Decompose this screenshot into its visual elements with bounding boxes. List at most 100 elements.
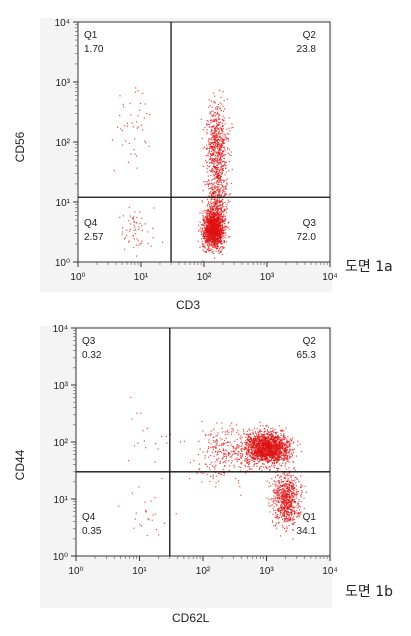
event-point bbox=[215, 237, 217, 239]
event-point bbox=[217, 224, 220, 226]
event-point bbox=[287, 519, 289, 521]
event-point bbox=[283, 515, 285, 517]
event-point bbox=[263, 452, 265, 454]
event-point bbox=[258, 440, 260, 442]
event-point bbox=[255, 440, 257, 442]
event-point bbox=[282, 447, 285, 449]
event-point bbox=[206, 220, 208, 222]
event-point bbox=[224, 237, 226, 239]
event-point bbox=[204, 223, 206, 225]
event-point bbox=[152, 227, 154, 229]
event-point bbox=[228, 228, 230, 230]
event-point bbox=[266, 441, 268, 444]
event-point bbox=[211, 147, 213, 149]
event-point bbox=[279, 480, 281, 482]
x-tick-label: 10⁴ bbox=[322, 272, 337, 283]
event-point bbox=[203, 237, 205, 239]
event-point bbox=[224, 108, 226, 110]
event-point bbox=[206, 233, 208, 235]
event-point bbox=[218, 173, 220, 175]
event-point bbox=[282, 501, 284, 503]
event-point bbox=[211, 238, 213, 240]
event-point bbox=[208, 235, 211, 237]
event-point bbox=[208, 214, 210, 216]
event-point bbox=[207, 227, 209, 229]
event-point bbox=[250, 446, 252, 448]
event-point bbox=[261, 434, 263, 436]
event-point bbox=[263, 446, 265, 448]
event-point bbox=[208, 238, 210, 241]
event-point bbox=[250, 456, 252, 458]
event-point bbox=[275, 452, 277, 454]
event-point bbox=[292, 437, 294, 439]
event-point bbox=[210, 224, 212, 226]
event-point bbox=[209, 213, 211, 215]
event-point bbox=[217, 116, 220, 118]
event-point bbox=[209, 207, 211, 210]
event-point bbox=[211, 162, 213, 164]
event-point bbox=[215, 144, 217, 146]
event-point bbox=[275, 491, 277, 494]
event-point bbox=[219, 114, 221, 116]
event-point bbox=[254, 454, 256, 457]
event-point bbox=[236, 459, 238, 461]
event-point bbox=[216, 226, 218, 228]
event-point bbox=[219, 122, 221, 124]
event-point bbox=[214, 239, 216, 241]
event-point bbox=[220, 218, 222, 220]
event-point bbox=[211, 154, 213, 156]
event-point bbox=[222, 186, 225, 188]
event-point bbox=[277, 434, 279, 436]
event-point bbox=[272, 435, 274, 438]
event-point bbox=[250, 448, 252, 450]
event-point bbox=[283, 435, 285, 437]
event-point bbox=[221, 194, 223, 196]
event-point bbox=[291, 494, 293, 496]
event-point bbox=[211, 237, 213, 239]
event-point bbox=[282, 481, 284, 483]
event-point bbox=[129, 102, 131, 105]
event-point bbox=[214, 245, 216, 247]
event-point bbox=[281, 485, 284, 487]
event-point bbox=[216, 218, 218, 220]
event-point bbox=[216, 212, 218, 214]
event-point bbox=[287, 489, 289, 491]
event-point bbox=[224, 135, 226, 137]
event-point bbox=[263, 434, 265, 436]
event-point bbox=[289, 445, 291, 447]
event-point bbox=[200, 230, 202, 232]
event-point bbox=[208, 138, 210, 140]
quadrant-name: Q3 bbox=[303, 218, 317, 229]
event-point bbox=[258, 438, 260, 440]
event-point bbox=[203, 236, 206, 238]
event-point bbox=[208, 235, 210, 237]
event-point bbox=[216, 171, 218, 173]
event-point bbox=[139, 222, 141, 225]
event-point bbox=[296, 507, 298, 509]
event-point bbox=[282, 438, 284, 440]
event-point bbox=[280, 516, 283, 518]
event-point bbox=[262, 438, 264, 440]
event-point bbox=[256, 450, 259, 453]
event-point bbox=[225, 182, 228, 184]
event-point bbox=[275, 448, 277, 450]
event-point bbox=[218, 221, 220, 223]
event-point bbox=[229, 200, 231, 203]
event-point bbox=[277, 445, 279, 448]
event-point bbox=[253, 457, 255, 459]
event-point bbox=[206, 225, 208, 227]
event-point bbox=[143, 117, 145, 119]
event-point bbox=[224, 215, 227, 217]
event-point bbox=[222, 168, 224, 170]
event-point bbox=[226, 137, 228, 139]
event-point bbox=[277, 436, 280, 438]
event-point bbox=[209, 217, 211, 219]
event-point bbox=[277, 436, 279, 438]
event-point bbox=[204, 251, 206, 253]
event-point bbox=[280, 475, 282, 478]
event-point bbox=[252, 447, 254, 449]
event-point bbox=[220, 146, 222, 148]
event-point bbox=[282, 513, 284, 515]
event-point bbox=[212, 202, 214, 204]
event-point bbox=[265, 440, 268, 442]
